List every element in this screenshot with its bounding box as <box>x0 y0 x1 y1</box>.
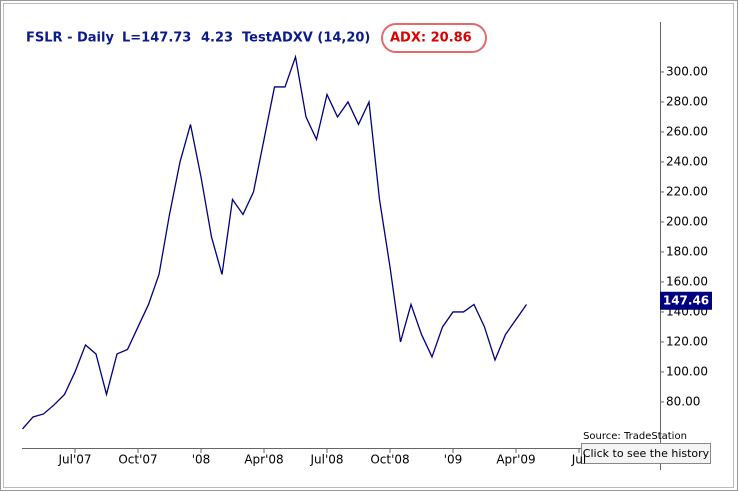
x-tick-label: '08 <box>192 453 211 467</box>
indicator: TestADXV (14,20) <box>242 31 370 46</box>
last-price-tag <box>660 291 712 310</box>
symbol: FSLR - Daily <box>26 31 114 46</box>
x-tick-label: Apr'09 <box>496 453 535 467</box>
x-tick-label: Jul'08 <box>309 453 343 467</box>
x-tick-label: Apr'08 <box>244 453 283 467</box>
y-tick-label: 240.00 <box>666 154 708 168</box>
y-tick-label: 180.00 <box>666 244 708 258</box>
price-line <box>22 54 528 430</box>
last-label: L=147.73 <box>122 31 191 46</box>
adx-value: ADX: 20.86 <box>390 31 472 46</box>
y-tick-label: 100.00 <box>666 364 708 378</box>
inner-frame <box>3 3 734 488</box>
history-button-label[interactable]: Click to see the history <box>583 447 710 460</box>
y-tick-label: 160.00 <box>666 274 708 288</box>
highlight-oval <box>381 23 487 53</box>
y-tick-label: 200.00 <box>666 214 708 228</box>
y-tick-label: 80.00 <box>666 394 700 408</box>
y-tick-label: 220.00 <box>666 184 708 198</box>
y-tick-label: 260.00 <box>666 124 708 138</box>
y-tick-label: 280.00 <box>666 94 708 108</box>
x-tick-label: '09 <box>444 453 463 467</box>
x-tick-label: Oct'08 <box>370 453 409 467</box>
history-button[interactable] <box>581 443 711 464</box>
y-tick-label: 300.00 <box>666 64 708 78</box>
x-tick-label: Oct'07 <box>118 453 157 467</box>
y-tick-label: 120.00 <box>666 334 708 348</box>
x-tick-label: Jul'07 <box>57 453 91 467</box>
source: Source: TradeStation <box>583 431 687 442</box>
x-tick-label: Jul <box>571 453 586 467</box>
last-price-label: 147.46 <box>663 293 709 307</box>
change: 4.23 <box>201 31 233 46</box>
